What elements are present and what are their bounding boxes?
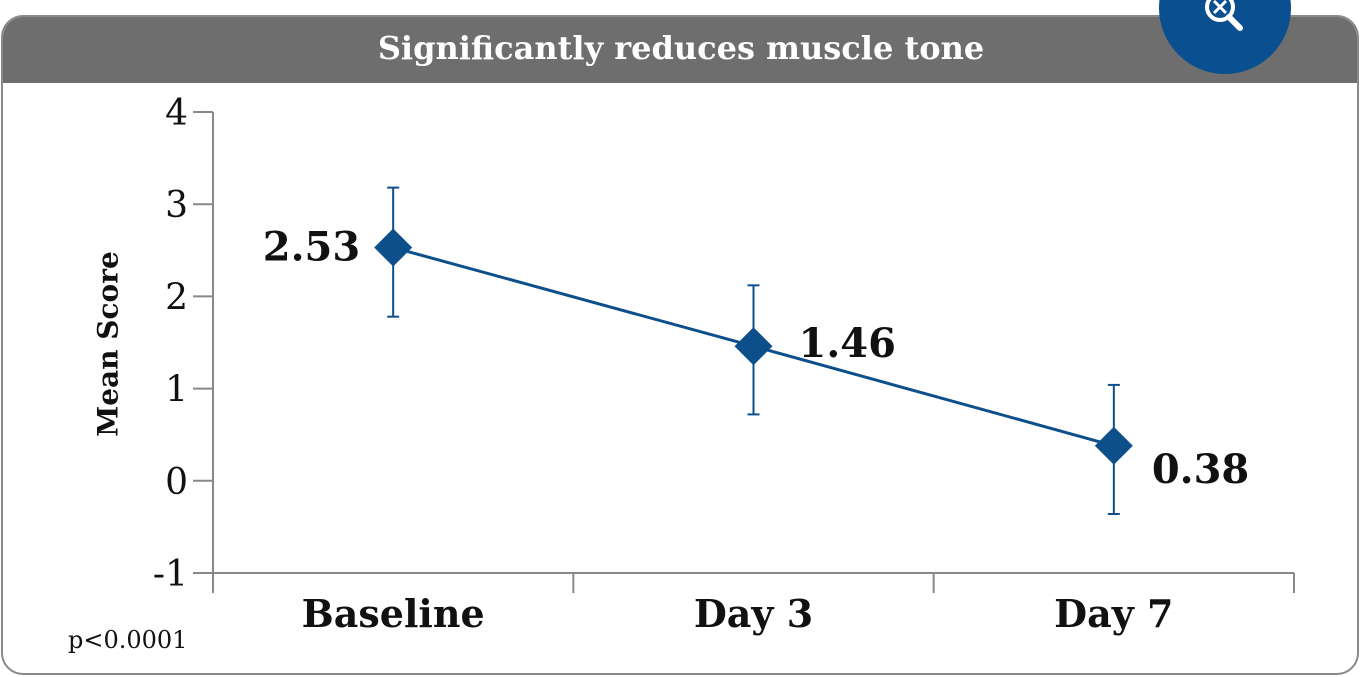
- x-tick-label: Day 7: [1054, 591, 1173, 636]
- data-point-diamond: [734, 327, 773, 366]
- chart-card: [1, 15, 1359, 675]
- series-line: [374, 186, 1133, 515]
- y-tick-label: -1: [153, 554, 188, 595]
- data-label: 0.38: [1152, 446, 1249, 493]
- p-value-note: p<0.0001: [68, 626, 188, 654]
- y-tick-label: 3: [165, 185, 188, 226]
- x-tick-label: Baseline: [302, 591, 485, 636]
- x-tick-label: Day 3: [694, 591, 813, 636]
- data-point-diamond: [374, 228, 413, 267]
- chart-title: Significantly reduces muscle tone: [377, 29, 985, 67]
- data-labels: 2.53 1.46 0.38: [263, 224, 1250, 493]
- zoom-button[interactable]: [1150, 0, 1300, 76]
- zoom-out-icon: [1205, 0, 1243, 31]
- data-point-diamond: [1094, 426, 1133, 465]
- data-label: 1.46: [799, 320, 896, 367]
- y-tick-label: 0: [165, 462, 188, 503]
- y-ticks: 4 3 2 1 0 -1: [153, 93, 213, 595]
- x-ticks: Baseline Day 3 Day 7: [212, 573, 1295, 636]
- data-label: 2.53: [263, 224, 360, 271]
- zoom-button-circle: [1159, 0, 1291, 74]
- y-tick-label: 2: [165, 277, 188, 318]
- y-axis-label: Mean Score: [91, 251, 125, 437]
- y-tick-label: 1: [165, 370, 188, 411]
- axes: [212, 112, 1294, 593]
- chart-header-bar: [3, 17, 1357, 83]
- y-tick-label: 4: [165, 93, 188, 134]
